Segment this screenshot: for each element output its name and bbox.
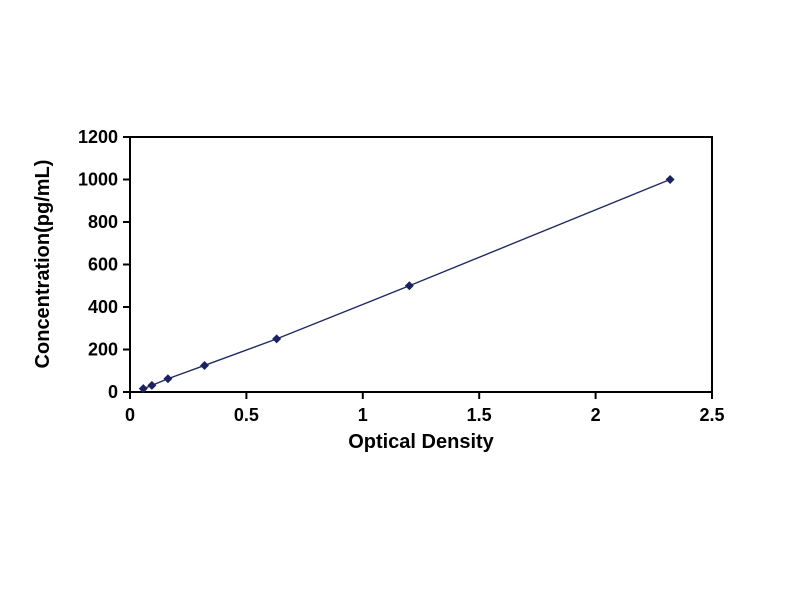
data-point-marker (147, 380, 157, 390)
data-point-marker (404, 281, 414, 291)
x-axis-tick-label: 2.5 (699, 405, 724, 425)
y-axis-tick-label: 600 (88, 255, 118, 275)
x-axis-tick-label: 0 (125, 405, 135, 425)
y-axis-tick-label: 200 (88, 340, 118, 360)
x-axis-tick-label: 1 (358, 405, 368, 425)
x-axis-tick-label: 2 (591, 405, 601, 425)
y-axis-label: Concentration(pg/mL) (32, 159, 54, 369)
y-axis-tick-label: 800 (88, 212, 118, 232)
y-axis-tick-label: 0 (108, 382, 118, 402)
data-point-marker (665, 175, 675, 184)
y-axis-tick-label: 1200 (78, 127, 118, 147)
x-axis-tick-label: 0.5 (234, 405, 259, 425)
y-axis-tick-label: 400 (88, 297, 118, 317)
x-axis-tick-label: 1.5 (467, 405, 492, 425)
data-point-marker (199, 360, 209, 370)
data-point-marker (138, 384, 148, 394)
plot-frame (129, 136, 713, 393)
x-axis-label: Optical Density (348, 431, 494, 453)
data-point-marker (272, 334, 282, 344)
y-axis-tick-label: 1000 (78, 170, 118, 190)
data-point-marker (163, 374, 173, 384)
